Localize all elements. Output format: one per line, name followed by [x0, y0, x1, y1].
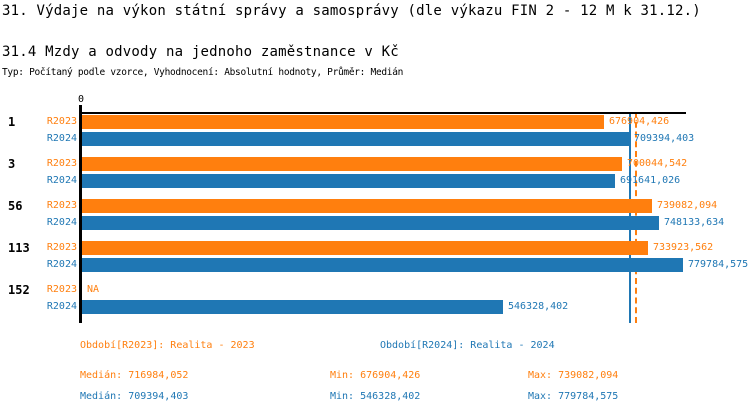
value-label-r2024-56: 748133,634 — [664, 217, 725, 228]
value-label-r2023-56: 739082,094 — [657, 200, 718, 211]
report-title: 31. Výdaje na výkon státní správy a samo… — [2, 3, 701, 19]
value-label-r2023-3: 700044,542 — [627, 158, 688, 169]
series-label-r2023-152: R2023 — [46, 284, 77, 295]
stat-label: Min: — [330, 391, 355, 402]
series-label-r2024-152: R2024 — [46, 301, 77, 312]
series-label-r2024-56: R2024 — [46, 217, 77, 228]
bar-r2023-3 — [82, 157, 622, 171]
stat-label: Max: — [528, 370, 553, 381]
value-label-r2023-113: 733923,562 — [653, 242, 714, 253]
legend-r2024: Období[R2024]: Realita - 2024 — [380, 340, 555, 351]
series-label-r2023-113: R2023 — [46, 242, 77, 253]
value-label-r2023-1: 676904,426 — [609, 116, 670, 127]
stat-label: Medián: — [80, 370, 123, 381]
legend-r2023: Období[R2023]: Realita - 2023 — [80, 340, 255, 351]
stat-value: 709394,403 — [128, 391, 189, 402]
stat-min-r2024: Min: 546328,402 — [330, 391, 420, 402]
category-label-113: 113 — [8, 241, 30, 255]
series-label-r2023-56: R2023 — [46, 200, 77, 211]
bar-r2024-56 — [82, 216, 659, 230]
stat-value: 739082,094 — [558, 370, 619, 381]
section-title: 31.4 Mzdy a odvody na jednoho zaměstnanc… — [2, 44, 399, 60]
axis-top-line — [79, 112, 686, 114]
series-label-r2024-113: R2024 — [46, 259, 77, 270]
bar-r2023-1 — [82, 115, 604, 129]
value-label-r2024-152: 546328,402 — [508, 301, 569, 312]
stat-median-r2023: Medián: 716984,052 — [80, 370, 188, 381]
stat-value: 779784,575 — [558, 391, 619, 402]
stat-max-r2023: Max: 739082,094 — [528, 370, 618, 381]
stat-label: Min: — [330, 370, 355, 381]
stat-label: Medián: — [80, 391, 123, 402]
value-label-r2024-113: 779784,575 — [688, 259, 749, 270]
stat-label: Max: — [528, 391, 553, 402]
bar-r2024-152 — [82, 300, 503, 314]
value-label-r2024-1: 709394,403 — [634, 133, 695, 144]
stat-value: 716984,052 — [128, 370, 189, 381]
series-label-r2023-3: R2023 — [46, 158, 77, 169]
stat-median-r2024: Medián: 709394,403 — [80, 391, 188, 402]
axis-left-line — [79, 105, 82, 323]
stat-min-r2023: Min: 676904,426 — [330, 370, 420, 381]
value-label-r2024-3: 691641,026 — [620, 175, 681, 186]
bar-r2023-113 — [82, 241, 648, 255]
value-label-r2023-152: NA — [87, 284, 100, 295]
series-label-r2024-1: R2024 — [46, 133, 77, 144]
stat-value: 676904,426 — [360, 370, 421, 381]
bar-r2024-1 — [82, 132, 629, 146]
axis-origin-label: 0 — [77, 94, 85, 105]
stat-value: 546328,402 — [360, 391, 421, 402]
stat-max-r2024: Max: 779784,575 — [528, 391, 618, 402]
chart-meta: Typ: Počítaný podle vzorce, Vyhodnocení:… — [2, 67, 404, 78]
category-label-3: 3 — [8, 157, 16, 171]
category-label-1: 1 — [8, 115, 16, 129]
category-label-152: 152 — [8, 283, 30, 297]
bar-r2024-3 — [82, 174, 615, 188]
series-label-r2023-1: R2023 — [46, 116, 77, 127]
category-label-56: 56 — [8, 199, 23, 213]
bar-r2024-113 — [82, 258, 683, 272]
series-label-r2024-3: R2024 — [46, 175, 77, 186]
bar-r2023-56 — [82, 199, 652, 213]
